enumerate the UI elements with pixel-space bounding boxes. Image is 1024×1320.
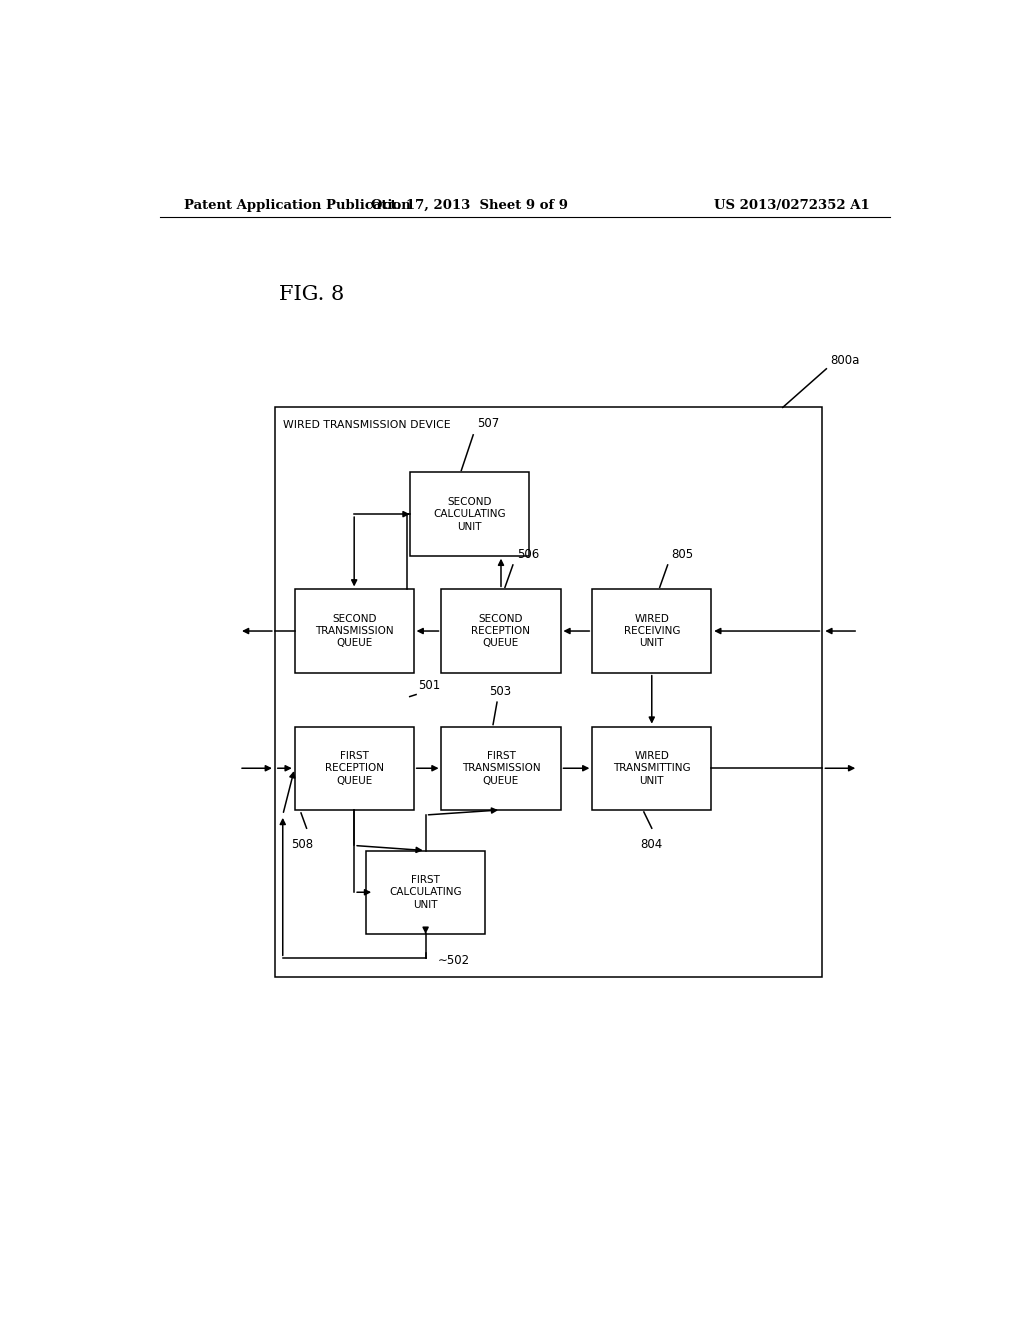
Text: 506: 506	[517, 548, 539, 561]
Text: 800a: 800a	[830, 354, 860, 367]
Text: 804: 804	[640, 838, 663, 851]
Bar	[274, 408, 822, 977]
Text: SECOND
RECEPTION
QUEUE: SECOND RECEPTION QUEUE	[471, 614, 530, 648]
Text: US 2013/0272352 A1: US 2013/0272352 A1	[715, 199, 870, 213]
Text: Patent Application Publication: Patent Application Publication	[183, 199, 411, 213]
Text: Oct. 17, 2013  Sheet 9 of 9: Oct. 17, 2013 Sheet 9 of 9	[371, 199, 567, 213]
Text: 501: 501	[418, 678, 440, 692]
Text: SECOND
CALCULATING
UNIT: SECOND CALCULATING UNIT	[433, 496, 506, 532]
Text: FIG. 8: FIG. 8	[279, 285, 344, 305]
Text: WIRED
TRANSMITTING
UNIT: WIRED TRANSMITTING UNIT	[613, 751, 690, 785]
Bar	[367, 850, 485, 935]
Text: SECOND
TRANSMISSION
QUEUE: SECOND TRANSMISSION QUEUE	[314, 614, 393, 648]
Text: FIRST
RECEPTION
QUEUE: FIRST RECEPTION QUEUE	[325, 751, 384, 785]
Text: 805: 805	[672, 548, 693, 561]
Bar	[295, 589, 414, 673]
Bar	[441, 589, 560, 673]
Bar	[410, 473, 528, 556]
Text: WIRED TRANSMISSION DEVICE: WIRED TRANSMISSION DEVICE	[283, 420, 451, 429]
Text: FIRST
CALCULATING
UNIT: FIRST CALCULATING UNIT	[389, 875, 462, 909]
Text: 503: 503	[489, 685, 511, 698]
Text: WIRED
RECEIVING
UNIT: WIRED RECEIVING UNIT	[624, 614, 680, 648]
Text: FIRST
TRANSMISSION
QUEUE: FIRST TRANSMISSION QUEUE	[462, 751, 541, 785]
Bar	[441, 726, 560, 810]
Text: 508: 508	[291, 838, 312, 851]
Bar	[592, 589, 712, 673]
Bar	[295, 726, 414, 810]
Text: ∼502: ∼502	[437, 954, 470, 968]
Bar	[592, 726, 712, 810]
Text: 507: 507	[477, 417, 500, 430]
